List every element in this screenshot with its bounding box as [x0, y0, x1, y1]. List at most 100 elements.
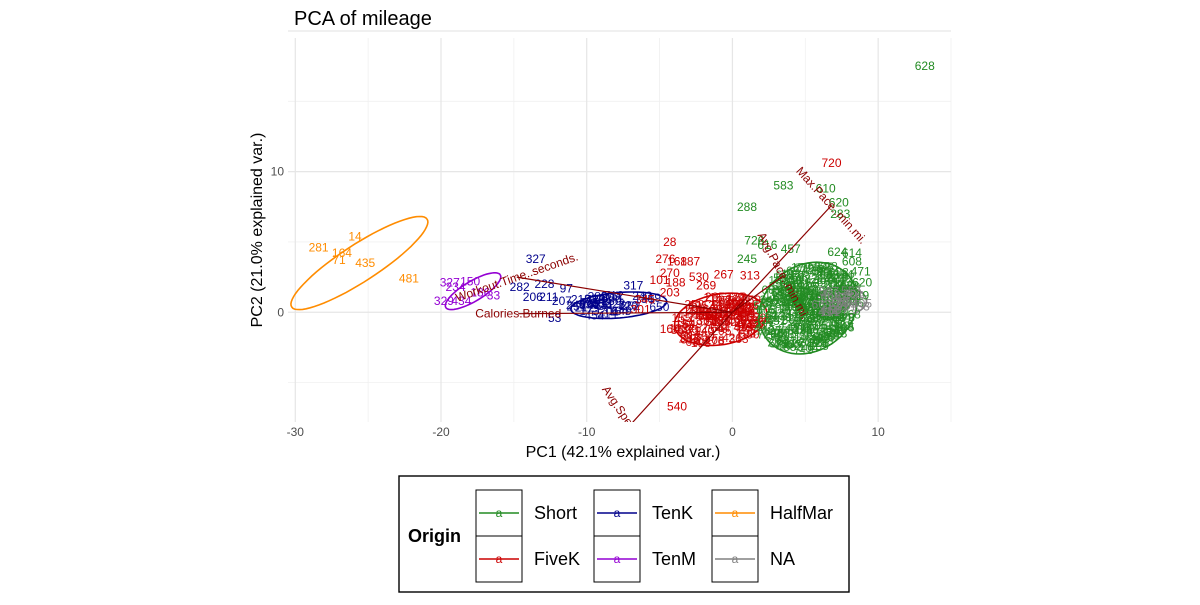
point-cloud-label: 365: [696, 314, 716, 328]
point-label: 281: [309, 241, 329, 255]
point-cloud-label: 686: [814, 330, 834, 344]
point-cloud-label: 633: [829, 266, 849, 280]
point-label: 283: [830, 207, 850, 221]
point-label: 203: [660, 286, 680, 300]
point-cloud-label: 485: [813, 271, 833, 285]
point-label: 210: [571, 293, 591, 307]
point-cloud-label: 103: [833, 279, 853, 293]
legend-label: FiveK: [534, 549, 580, 569]
point-cloud-label: 252: [620, 299, 640, 313]
point-label: 207: [552, 294, 572, 308]
point-cloud-label: 571: [825, 323, 845, 337]
point-cloud-label: 374: [796, 334, 816, 348]
point-cloud-label: 670: [774, 324, 794, 338]
point-label: 201: [843, 287, 863, 301]
point-cloud-label: 384: [776, 278, 796, 292]
point-cloud-label: 447: [803, 331, 823, 345]
point-cloud-label: 655: [809, 339, 829, 353]
legend-title: Origin: [408, 526, 461, 546]
point-cloud-label: 216: [802, 289, 822, 303]
point-cloud-label: 387: [746, 316, 766, 330]
point-label: 616: [757, 238, 777, 252]
y-tick-label: 0: [277, 305, 284, 319]
point-cloud-label: 691: [809, 309, 829, 323]
point-label: 245: [737, 252, 757, 266]
point-cloud-label: 466: [820, 304, 840, 318]
ellipse-short: [758, 261, 859, 355]
point-cloud-label: 720: [618, 298, 638, 312]
point-cloud-label: 600: [780, 280, 800, 294]
point-cloud-label: 243: [632, 289, 652, 303]
legend-key-glyph: a: [732, 506, 739, 520]
ellipse-na: [816, 286, 868, 316]
point-cloud-label: 195: [796, 280, 816, 294]
point-cloud-label: 621: [737, 310, 757, 324]
point-cloud-label: 214: [802, 286, 822, 300]
point-cloud-label: 192: [792, 300, 812, 314]
point-cloud-label: 328: [605, 297, 625, 311]
point-cloud-label: 613: [765, 309, 785, 323]
point-cloud-label: 193: [736, 327, 756, 341]
point-cloud-label: 448: [793, 325, 813, 339]
point-cloud-label: 547: [777, 335, 797, 349]
point-cloud-label: 363: [832, 296, 852, 310]
point-cloud-label: 618: [771, 286, 791, 300]
point-label: 628: [915, 59, 935, 73]
point-cloud-label: 561: [734, 319, 754, 333]
point-cloud-label: 543: [810, 330, 830, 344]
point-cloud-label: 667: [827, 272, 847, 286]
point-cloud-label: 573: [818, 310, 838, 324]
legend-label: NA: [770, 549, 795, 569]
point-cloud-label: 624: [806, 288, 826, 302]
point-cloud-label: 243: [766, 310, 786, 324]
point-cloud-label: 663: [733, 302, 753, 316]
point-cloud-label: 173: [786, 304, 806, 318]
point-cloud-label: 246: [844, 296, 864, 310]
point-label: 272: [781, 302, 801, 316]
point-cloud-label: 638: [729, 309, 749, 323]
point-cloud-label: 173: [829, 296, 849, 310]
point-cloud-label: 370: [824, 310, 844, 324]
point-cloud-label: 153: [824, 324, 844, 338]
point-cloud-label: 580: [739, 327, 759, 341]
point-cloud-label: 138: [735, 306, 755, 320]
point-label: 327: [440, 276, 460, 290]
point-label: 168: [667, 255, 687, 269]
point-cloud-label: 496: [797, 299, 817, 313]
point-cloud-label: 193: [781, 267, 801, 281]
point-cloud-label: 520: [770, 306, 790, 320]
point-cloud-label: 228: [808, 336, 828, 350]
point-cloud-label: 495: [852, 296, 872, 310]
point-label: 206: [523, 290, 543, 304]
point-cloud-label: 252: [788, 311, 808, 325]
point-label: 726: [744, 234, 764, 248]
point-cloud-label: 112: [756, 324, 775, 338]
legend-label: TenK: [652, 503, 693, 523]
point-cloud-label: 353: [679, 331, 699, 345]
point-cloud-label: 621: [776, 335, 796, 349]
point-label: 530: [689, 270, 709, 284]
point-cloud-label: 622: [773, 290, 793, 304]
point-label: 267: [714, 267, 734, 281]
point-cloud-label: 466: [813, 310, 833, 324]
point-cloud-label: 719: [794, 343, 814, 357]
point-cloud-label: 142: [755, 315, 775, 329]
point-cloud-label: 561: [839, 294, 859, 308]
point-cloud-label: 259: [837, 279, 857, 293]
point-label: 540: [667, 400, 687, 414]
y-axis-label: PC2 (21.0% explained var.): [249, 133, 266, 328]
point-cloud-label: 538: [592, 296, 612, 310]
point-cloud-label: 175: [798, 287, 818, 301]
point-label: 51: [705, 315, 719, 329]
point-cloud-label: 155: [683, 304, 703, 318]
point-cloud-label: 630: [685, 335, 705, 349]
point-cloud-label: 191: [793, 323, 813, 337]
point-cloud-label: 127: [784, 337, 804, 351]
point-label: 14: [348, 229, 362, 243]
point-label: 188: [666, 276, 686, 290]
point-cloud-label: 725: [797, 315, 817, 329]
point-cloud-label: 556: [822, 300, 842, 314]
